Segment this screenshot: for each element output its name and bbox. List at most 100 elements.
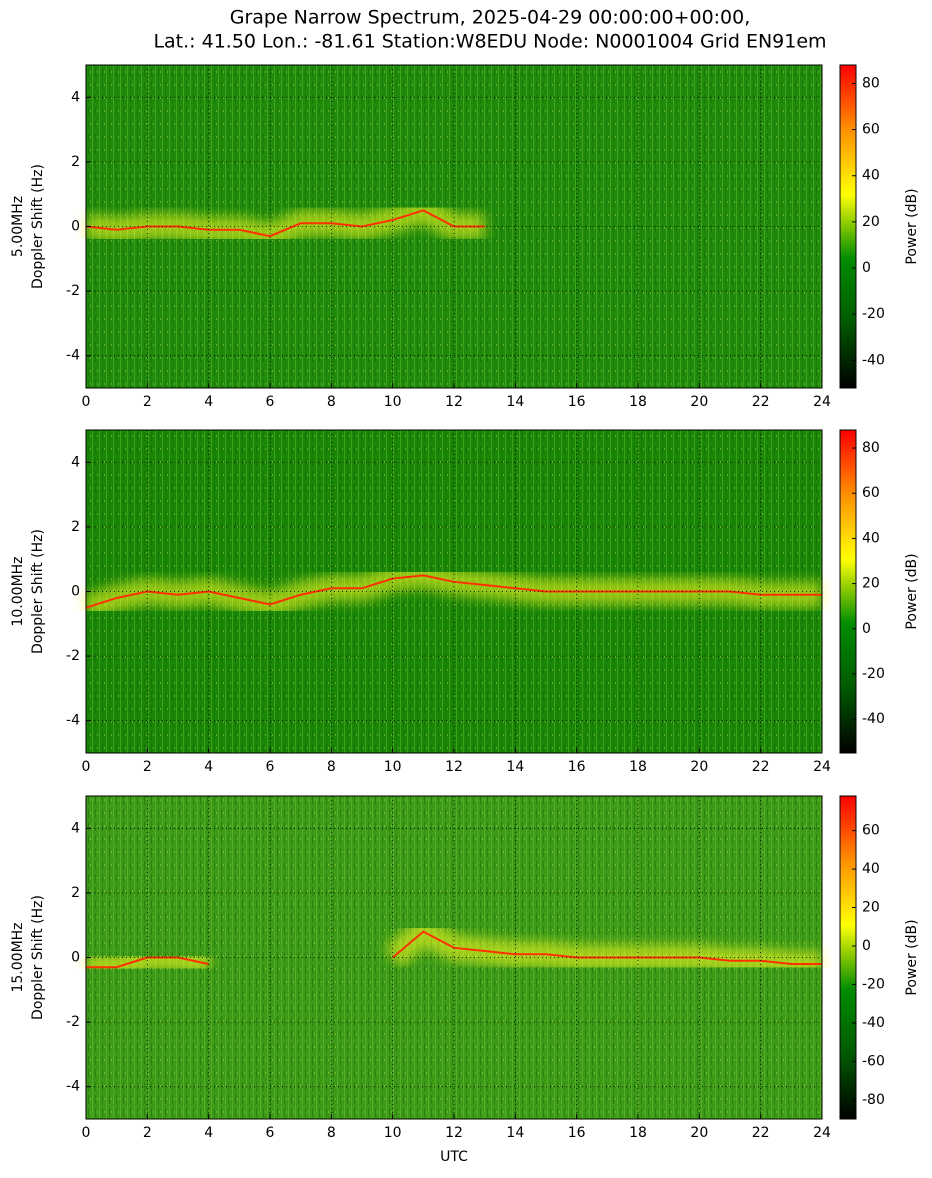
plot-frame (85, 429, 823, 754)
x-tick-label: 18 (629, 759, 647, 775)
y-tick-label: -4 (66, 348, 80, 364)
trace-glow (86, 944, 212, 981)
y-tick-label: 0 (71, 219, 80, 235)
colorbar-tick-label: -20 (862, 666, 885, 682)
trace-line (86, 956, 209, 969)
colorbar-tick-label: -20 (862, 306, 885, 322)
x-tick-label: 20 (690, 394, 708, 410)
colorbar-tick-label: -20 (862, 976, 885, 992)
x-tick-label: 2 (143, 759, 152, 775)
x-tick-label: 0 (82, 1125, 91, 1141)
colorbar-tick-label: 60 (862, 122, 880, 138)
x-tick-label: 12 (445, 1125, 463, 1141)
x-tick-label: 22 (752, 394, 770, 410)
colorbar-tick-label: 40 (862, 168, 880, 184)
x-tick-label: 24 (813, 394, 831, 410)
x-tick-label: 8 (327, 1125, 336, 1141)
y-tick-label: 2 (71, 885, 80, 901)
x-tick-label: 2 (143, 394, 152, 410)
colorbar-tick-label: -60 (862, 1053, 885, 1069)
colorbar-tick-label: 0 (862, 621, 871, 637)
colorbar-tick-label: 80 (862, 440, 880, 456)
x-tick-label: 2 (143, 1125, 152, 1141)
colorbar-tick-label: 20 (862, 576, 880, 592)
y-axis-label: Doppler Shift (Hz) (30, 164, 46, 289)
colorbar (839, 795, 857, 1120)
x-tick-label: 8 (327, 394, 336, 410)
colorbar-tick-label: -40 (862, 1015, 885, 1031)
plot-frame (85, 64, 823, 389)
x-tick-label: 20 (690, 759, 708, 775)
x-tick-label: 18 (629, 394, 647, 410)
colorbar-label: Power (dB) (904, 553, 920, 629)
y-tick-label: 4 (71, 89, 80, 105)
colorbar (839, 429, 857, 754)
y-tick-label: -2 (66, 648, 80, 664)
y-axis-label: 5.00MHz (10, 196, 26, 257)
x-tick-label: 18 (629, 1125, 647, 1141)
x-tick-label: 10 (384, 1125, 402, 1141)
colorbar-tick-label: -40 (862, 352, 885, 368)
title-line: Grape Narrow Spectrum, 2025-04-29 00:00:… (230, 7, 751, 29)
x-tick-label: 16 (568, 759, 586, 775)
y-tick-label: -2 (66, 283, 80, 299)
x-tick-label: 22 (752, 1125, 770, 1141)
colorbar-tick-label: 60 (862, 823, 880, 839)
x-tick-label: 16 (568, 1125, 586, 1141)
x-tick-label: 14 (506, 1125, 524, 1141)
x-tick-label: 14 (506, 759, 524, 775)
x-tick-label: 0 (82, 394, 91, 410)
colorbar-tick-label: 20 (862, 900, 880, 916)
y-axis-label: 10.00MHz (10, 556, 26, 626)
y-tick-label: 2 (71, 519, 80, 535)
x-tick-label: 24 (813, 1125, 831, 1141)
x-tick-label: 12 (445, 759, 463, 775)
colorbar-label: Power (dB) (904, 919, 920, 995)
trace-line (85, 574, 822, 609)
x-axis-label: UTC (440, 1149, 468, 1165)
y-axis-label: 15.00MHz (10, 922, 26, 992)
x-tick-label: 12 (445, 394, 463, 410)
y-tick-label: 4 (71, 454, 80, 470)
colorbar-tick-label: 40 (862, 861, 880, 877)
colorbar-tick-label: -80 (862, 1092, 885, 1108)
colorbar-label: Power (dB) (904, 188, 920, 264)
x-tick-label: 22 (752, 759, 770, 775)
x-tick-label: 8 (327, 759, 336, 775)
colorbar-tick-label: 0 (862, 260, 871, 276)
y-tick-label: 4 (71, 820, 80, 836)
x-tick-label: 10 (384, 394, 402, 410)
plot-frame (85, 795, 823, 1120)
x-tick-label: 4 (204, 394, 213, 410)
colorbar-tick-label: 80 (862, 75, 880, 91)
y-tick-label: -4 (66, 713, 80, 729)
title-line: Lat.: 41.50 Lon.: -81.61 Station:W8EDU N… (153, 31, 826, 53)
x-tick-label: 0 (82, 759, 91, 775)
x-tick-label: 6 (266, 759, 275, 775)
colorbar-tick-label: 20 (862, 214, 880, 230)
x-tick-label: 20 (690, 1125, 708, 1141)
colorbar-tick-label: 40 (862, 530, 880, 546)
y-axis-label: Doppler Shift (Hz) (30, 895, 46, 1020)
x-tick-label: 4 (204, 1125, 213, 1141)
x-tick-label: 6 (266, 1125, 275, 1141)
y-tick-label: 2 (71, 154, 80, 170)
trace-line (85, 209, 485, 238)
y-tick-label: 0 (71, 584, 80, 600)
colorbar-tick-label: 0 (862, 938, 871, 954)
colorbar (839, 64, 857, 389)
x-tick-label: 16 (568, 394, 586, 410)
trace-line (392, 930, 822, 965)
x-tick-label: 24 (813, 759, 831, 775)
y-tick-label: -4 (66, 1079, 80, 1095)
colorbar-tick-label: -40 (862, 711, 885, 727)
colorbar-tick-label: 60 (862, 485, 880, 501)
x-tick-label: 6 (266, 394, 275, 410)
y-tick-label: -2 (66, 1014, 80, 1030)
y-axis-label: Doppler Shift (Hz) (30, 529, 46, 654)
x-tick-label: 4 (204, 759, 213, 775)
x-tick-label: 14 (506, 394, 524, 410)
x-tick-label: 10 (384, 759, 402, 775)
y-tick-label: 0 (71, 950, 80, 966)
